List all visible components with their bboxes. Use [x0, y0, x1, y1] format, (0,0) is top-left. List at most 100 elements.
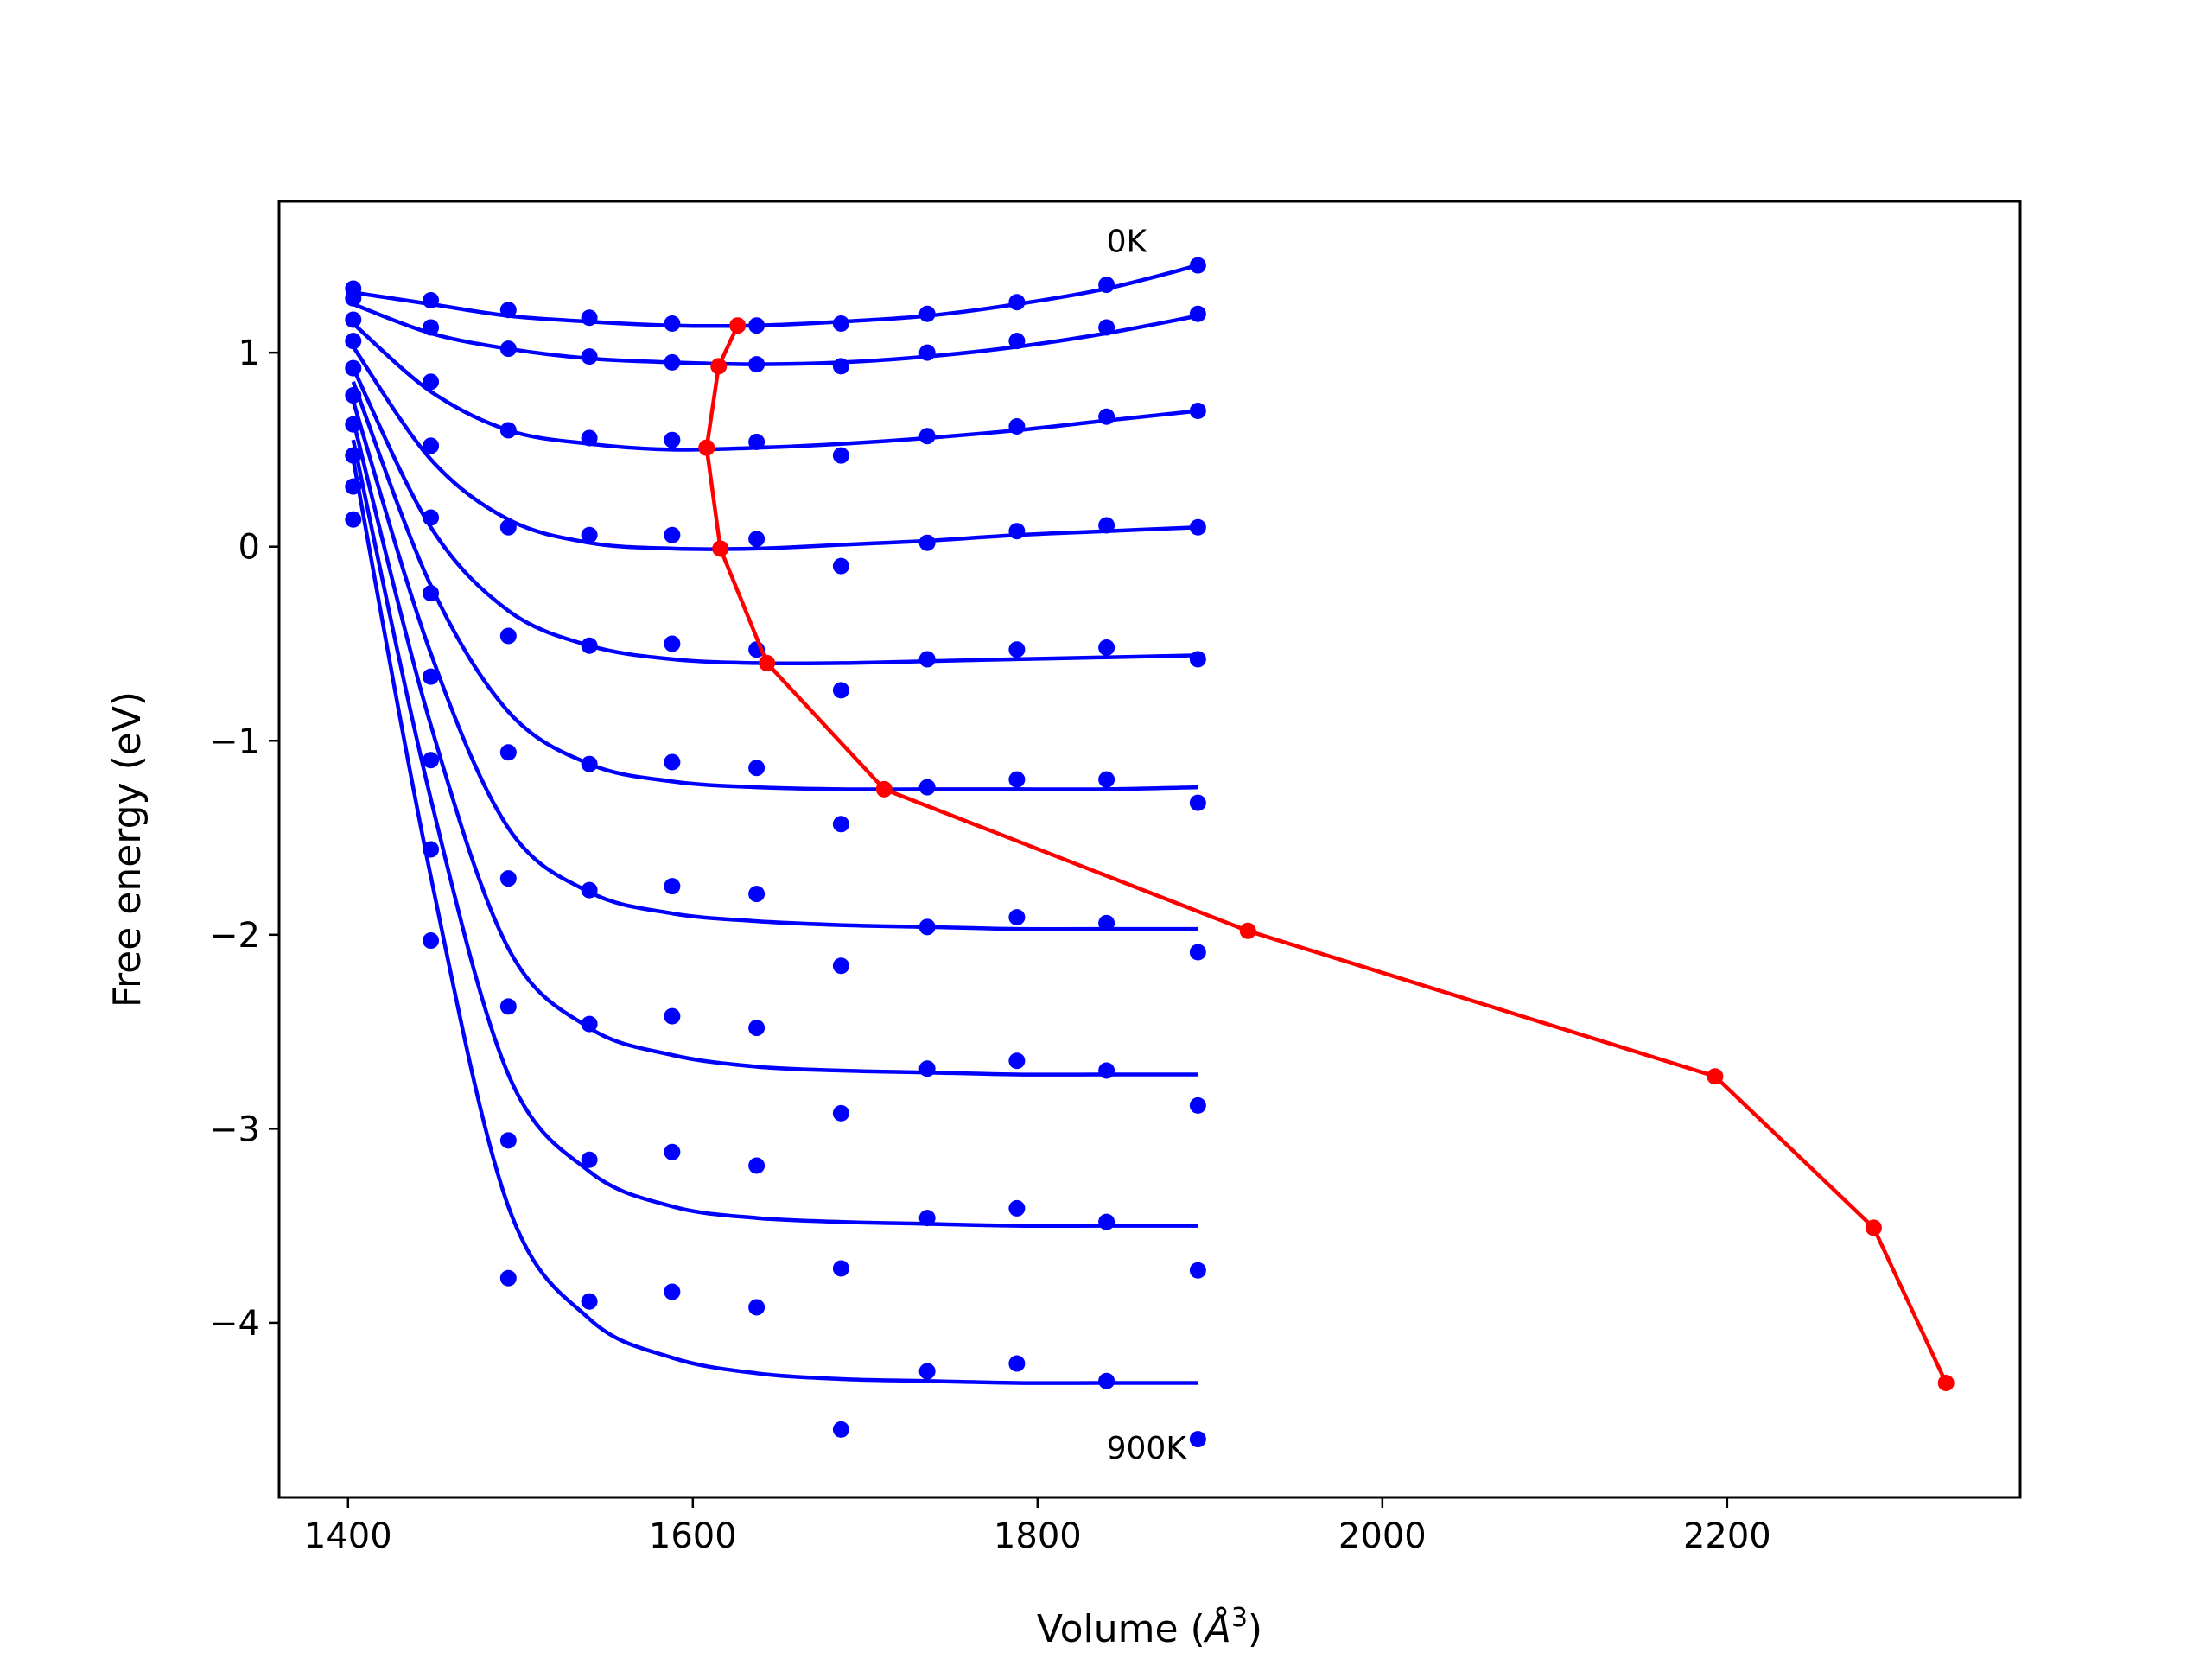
fit-curve-0 [353, 263, 1198, 328]
annotation-900k: 900K [1107, 1431, 1188, 1466]
data-point-8-6 [832, 1260, 849, 1277]
data-point-0-7 [918, 305, 936, 322]
data-point-2-0 [345, 311, 362, 328]
data-point-6-10 [1189, 944, 1206, 961]
minimum-point-4 [759, 654, 776, 671]
data-point-4-9 [1098, 639, 1116, 656]
data-point-7-6 [832, 1104, 849, 1122]
data-point-0-9 [1098, 276, 1116, 294]
data-point-1-10 [1189, 305, 1206, 322]
data-point-4-0 [345, 359, 362, 377]
y-tick-label-3: −2 [209, 916, 260, 956]
data-point-7-1 [423, 752, 440, 769]
data-point-8-4 [664, 1143, 681, 1160]
data-point-6-6 [832, 957, 849, 975]
data-point-8-0 [345, 478, 362, 495]
data-points [345, 257, 1206, 1448]
data-point-7-8 [1008, 1052, 1026, 1070]
data-point-8-10 [1189, 1262, 1206, 1279]
data-point-1-3 [581, 348, 598, 365]
data-point-4-7 [918, 651, 936, 668]
data-point-7-3 [581, 1015, 598, 1033]
data-point-3-3 [581, 526, 598, 543]
data-point-3-9 [1098, 517, 1116, 534]
data-point-5-6 [832, 816, 849, 833]
fit-curve-9 [351, 459, 1198, 1385]
axis-ticks: 1400 1600 1800 2000 2200 1 0 −1 −2 −3 −4 [209, 334, 1771, 1556]
data-point-7-10 [1189, 1096, 1206, 1114]
data-point-8-3 [581, 1151, 598, 1168]
data-point-4-4 [664, 635, 681, 652]
minimum-point-6 [1239, 922, 1256, 939]
data-point-7-0 [345, 447, 362, 464]
data-point-9-7 [918, 1363, 936, 1380]
minimum-point-0 [729, 317, 747, 334]
x-tick-label-3: 2000 [1338, 1516, 1427, 1556]
data-point-1-6 [832, 358, 849, 375]
data-point-3-8 [1008, 523, 1026, 540]
data-point-6-5 [748, 886, 766, 903]
data-point-7-2 [499, 998, 517, 1015]
data-point-9-2 [499, 1269, 517, 1287]
data-point-3-1 [423, 437, 440, 454]
fit-curves [351, 263, 1198, 1385]
data-point-1-7 [918, 344, 936, 361]
data-point-0-4 [664, 315, 681, 332]
fit-curve-8 [351, 439, 1198, 1229]
data-point-6-3 [581, 881, 598, 899]
data-point-3-6 [832, 557, 849, 575]
data-point-2-6 [832, 447, 849, 464]
minimum-point-7 [1707, 1068, 1724, 1085]
data-point-4-3 [581, 637, 598, 654]
minimum-point-5 [875, 780, 893, 798]
data-point-9-5 [748, 1299, 766, 1316]
x-tick-label-0: 1400 [304, 1516, 392, 1556]
data-point-5-3 [581, 755, 598, 772]
data-point-9-4 [664, 1283, 681, 1300]
data-point-3-0 [345, 333, 362, 350]
data-point-6-2 [499, 870, 517, 887]
data-point-7-7 [918, 1060, 936, 1077]
data-point-4-10 [1189, 651, 1206, 668]
data-point-9-10 [1189, 1431, 1206, 1448]
data-point-0-1 [423, 292, 440, 309]
fit-curve-7 [351, 420, 1198, 1077]
x-tick-label-4: 2200 [1683, 1516, 1771, 1556]
data-point-8-2 [499, 1132, 517, 1149]
data-point-1-2 [499, 340, 517, 358]
data-point-8-1 [423, 841, 440, 858]
data-point-0-3 [581, 309, 598, 327]
minimum-point-3 [712, 540, 729, 557]
y-tick-label-5: −4 [209, 1304, 260, 1344]
data-point-1-4 [664, 353, 681, 371]
data-point-6-0 [345, 416, 362, 433]
data-point-1-9 [1098, 319, 1116, 336]
data-point-2-9 [1098, 408, 1116, 425]
y-tick-label-4: −3 [209, 1109, 260, 1149]
data-point-4-2 [499, 627, 517, 645]
x-axis-label-sup: 3 [1231, 1603, 1248, 1633]
x-axis-label-unit: Å [1203, 1605, 1231, 1651]
minimum-path-line [704, 324, 1948, 1384]
data-point-5-4 [664, 753, 681, 771]
minimum-path [698, 317, 1955, 1392]
data-point-2-8 [1008, 417, 1026, 435]
x-axis-label: Volume (Å3) [1037, 1603, 1262, 1651]
fit-curve-5 [351, 380, 1198, 791]
x-axis-label-close: ) [1248, 1607, 1262, 1651]
x-tick-label-2: 1800 [994, 1516, 1082, 1556]
x-axis-label-text: Volume ( [1037, 1607, 1205, 1651]
data-point-5-2 [499, 744, 517, 761]
data-point-5-7 [918, 779, 936, 796]
data-point-6-4 [664, 878, 681, 895]
data-point-6-8 [1008, 909, 1026, 926]
data-point-2-5 [748, 433, 766, 450]
data-point-8-5 [748, 1157, 766, 1174]
data-point-0-6 [832, 315, 849, 332]
y-axis-label: Free energy (eV) [105, 691, 149, 1007]
minimum-point-9 [1937, 1375, 1955, 1392]
data-point-9-3 [581, 1293, 598, 1310]
data-point-5-1 [423, 585, 440, 602]
data-point-0-10 [1189, 257, 1206, 274]
